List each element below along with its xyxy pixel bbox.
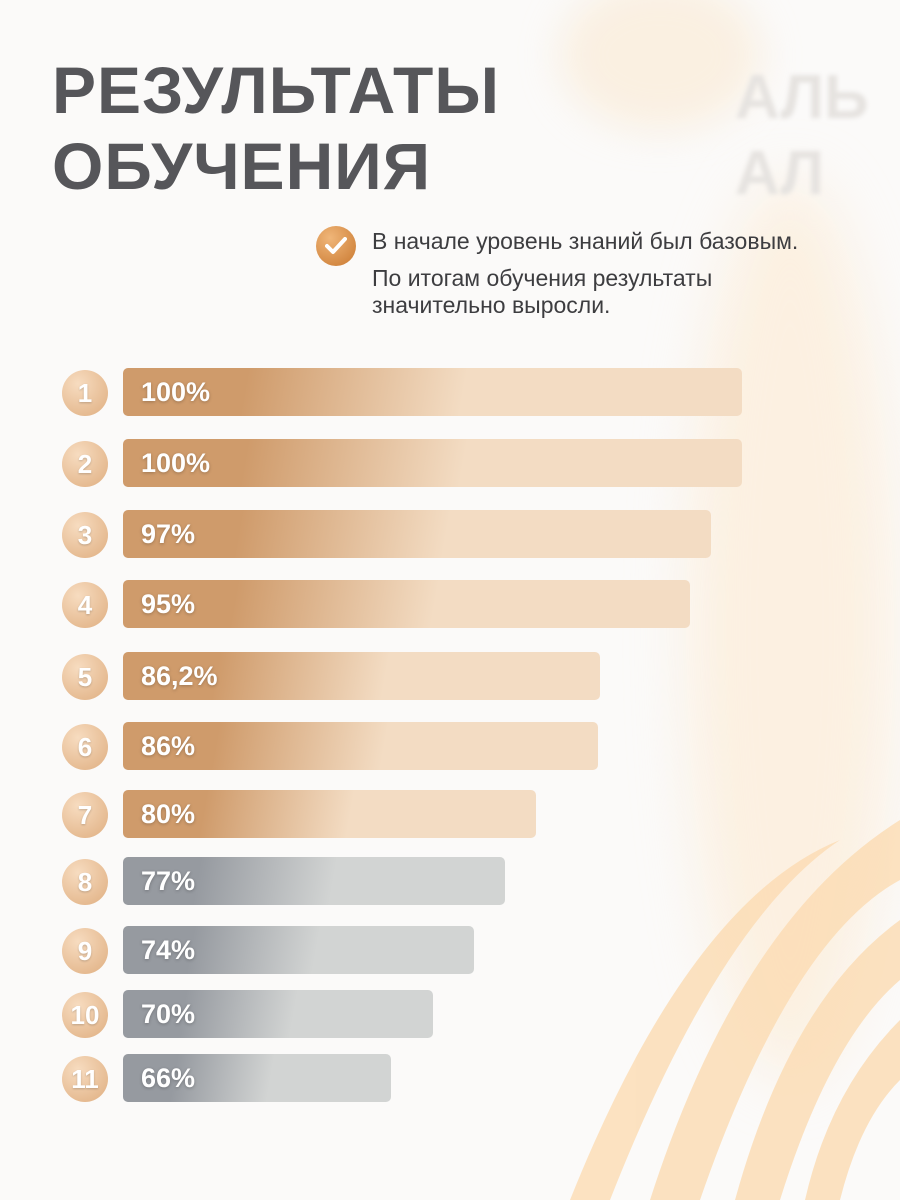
summary-note: В начале уровень знаний был базовым. По … [372, 228, 882, 329]
bar: 100% [123, 439, 742, 487]
bar: 77% [123, 857, 505, 905]
note-line-1: В начале уровень знаний был базовым. [372, 228, 799, 254]
bar: 70% [123, 990, 433, 1038]
note-line-2: По итогам обучения результаты значительн… [372, 265, 713, 318]
bar: 86,2% [123, 652, 600, 700]
bar-value-label: 86,2% [141, 661, 218, 691]
title-line-1: РЕЗУЛЬТАТЫ [52, 53, 500, 127]
decorative-stripes [570, 820, 900, 1200]
bar-value-label: 97% [141, 519, 196, 549]
decorative-swirl [560, 0, 760, 130]
rank-badge: 2 [62, 441, 108, 487]
bar-value-label: 66% [141, 1063, 196, 1093]
rank-badge: 11 [62, 1056, 108, 1102]
rank-badge: 5 [62, 654, 108, 700]
bar-value-label: 100% [141, 448, 211, 478]
bar-value-label: 80% [141, 799, 196, 829]
bar-value-label: 77% [141, 866, 196, 896]
rank-badge: 6 [62, 724, 108, 770]
bar: 74% [123, 926, 474, 974]
bar: 80% [123, 790, 536, 838]
bar: 95% [123, 580, 690, 628]
rank-badge: 7 [62, 792, 108, 838]
bar-value-label: 100% [141, 377, 211, 407]
rank-badge: 8 [62, 859, 108, 905]
rank-badge: 10 [62, 992, 108, 1038]
rank-badge: 1 [62, 370, 108, 416]
bar-value-label: 95% [141, 589, 196, 619]
title-line-2: ОБУЧЕНИЯ [52, 129, 432, 203]
rank-badge: 3 [62, 512, 108, 558]
bar: 97% [123, 510, 711, 558]
bar-value-label: 86% [141, 731, 196, 761]
rank-badge: 4 [62, 582, 108, 628]
rank-badge: 9 [62, 928, 108, 974]
bar-value-label: 70% [141, 999, 196, 1029]
bar: 66% [123, 1054, 391, 1102]
bar: 86% [123, 722, 598, 770]
bar: 100% [123, 368, 742, 416]
brand-watermark: АЛЬ АЛ [735, 63, 869, 208]
bar-value-label: 74% [141, 935, 196, 965]
check-icon [316, 226, 356, 266]
page-title: РЕЗУЛЬТАТЫ ОБУЧЕНИЯ [52, 52, 500, 204]
